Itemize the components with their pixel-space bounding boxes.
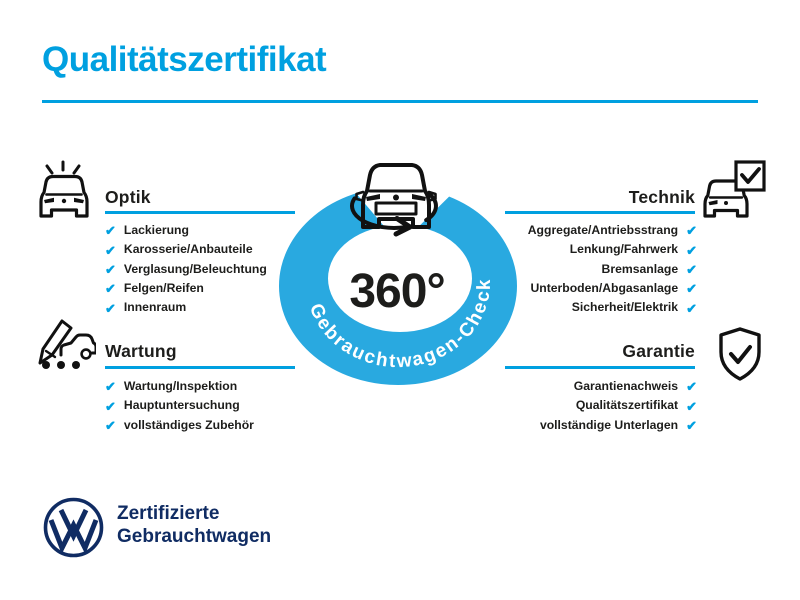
check-icon: ✔ — [686, 379, 697, 395]
header-divider — [42, 100, 758, 103]
check-icon: ✔ — [686, 261, 697, 277]
garantie-list: Garantienachweis ✔ Qualitätszertifikat ✔ v… — [467, 379, 697, 438]
list-item: Aggregate/Antriebsstrang ✔ — [527, 223, 697, 239]
wartung-list: ✔ Wartung/Inspektion ✔ Hauptuntersuchung ✔… — [105, 379, 335, 438]
section-heading-technik: Technik — [628, 187, 695, 207]
check-icon: ✔ — [686, 417, 697, 433]
check-icon: ✔ — [105, 417, 116, 433]
list-item: ✔ Verglasung/Beleuchtung — [105, 261, 267, 277]
list-item: ✔ vollständiges Zubehör — [105, 417, 254, 433]
list-item: Bremsanlage ✔ — [601, 261, 697, 277]
check-icon: ✔ — [105, 281, 116, 297]
car-checkbox-icon — [702, 158, 768, 218]
garantie-underline — [505, 366, 695, 369]
check-icon: ✔ — [686, 242, 697, 258]
list-item: ✔ Karosserie/Anbauteile — [105, 242, 253, 258]
footer-claim-line2: Gebrauchtwagen — [117, 526, 272, 547]
check-icon: ✔ — [686, 223, 697, 239]
list-item: Qualitätszertifikat ✔ — [575, 398, 697, 414]
optik-underline — [105, 211, 295, 214]
wartung-underline — [105, 366, 295, 369]
optik-list: ✔ Lackierung ✔ Karosserie/Anbauteile ✔ Verg… — [105, 223, 335, 320]
footer-claim: Zertifizierte Gebrauchtwagen — [117, 502, 271, 548]
badge-360-check: 360° Gebrauchtwagen-Check — [270, 140, 530, 400]
vw-logo — [42, 496, 105, 559]
shiny-car-icon — [36, 157, 94, 219]
section-heading-garantie: Garantie — [622, 341, 695, 361]
check-icon: ✔ — [105, 242, 116, 258]
check-icon: ✔ — [105, 379, 116, 395]
technik-underline — [505, 211, 695, 214]
list-item: ✔ Felgen/Reifen — [105, 280, 204, 297]
check-icon: ✔ — [105, 261, 116, 277]
pencil-car-icon — [36, 318, 96, 374]
check-icon: ✔ — [105, 223, 116, 239]
list-item: Lenkung/Fahrwerk ✔ — [569, 242, 697, 258]
footer-claim-line1: Zertifizierte — [117, 503, 220, 524]
section-heading-optik: Optik — [105, 187, 151, 207]
list-item: Sicherheit/Elektrik ✔ — [571, 300, 697, 316]
car-front-icon — [355, 163, 437, 229]
check-icon: ✔ — [105, 300, 116, 316]
list-item: ✔ Wartung/Inspektion — [105, 379, 238, 395]
list-item: Unterboden/Abgasanlage ✔ — [530, 280, 697, 297]
check-icon: ✔ — [686, 398, 697, 414]
list-item: ✔ Hauptuntersuchung — [105, 398, 240, 414]
badge-ring — [279, 187, 517, 385]
check-icon: ✔ — [686, 281, 697, 297]
section-heading-wartung: Wartung — [105, 341, 177, 361]
list-item: Garantienachweis ✔ — [573, 379, 697, 395]
page-title: Qualitätszertifikat — [42, 40, 327, 79]
degree-label: 360° — [349, 265, 444, 318]
list-item: ✔ Innenraum — [105, 300, 187, 316]
check-icon: ✔ — [105, 398, 116, 414]
list-item: vollständige Unterlagen ✔ — [539, 417, 697, 433]
list-item: ✔ Lackierung — [105, 223, 189, 239]
check-icon: ✔ — [686, 300, 697, 316]
technik-list: Aggregate/Antriebsstrang ✔ Lenkung/Fahrwe… — [467, 223, 697, 320]
shield-check-icon — [714, 326, 766, 384]
